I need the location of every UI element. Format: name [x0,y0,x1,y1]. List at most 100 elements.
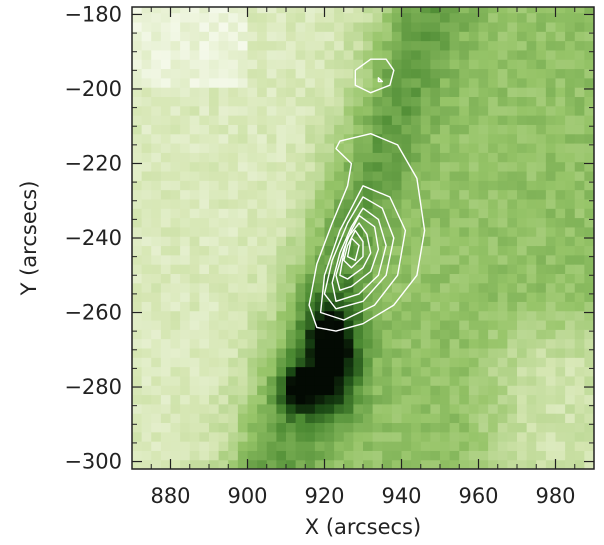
heatmap-cell [411,301,422,312]
heatmap-cell [343,68,354,79]
heatmap-cell [266,338,277,349]
heatmap-cell [401,77,412,88]
heatmap-cell [584,124,594,135]
heatmap-cell [497,87,508,98]
heatmap-cell [478,319,489,330]
heatmap-cell [478,7,489,14]
heatmap-cell [411,357,422,368]
heatmap-cell [565,208,576,219]
heatmap-cell [353,236,364,247]
heatmap-cell [170,152,181,163]
heatmap-cell [420,7,431,14]
heatmap-cell [430,105,441,116]
heatmap-cell [459,180,470,191]
heatmap-cell [132,347,143,358]
heatmap-cell [353,254,364,265]
heatmap-cell [247,459,258,469]
heatmap-cell [449,77,460,88]
heatmap-cell [497,59,508,70]
heatmap-cell [151,254,162,265]
heatmap-cell [459,152,470,163]
heatmap-cell [574,319,585,330]
heatmap-cell [430,40,441,51]
heatmap-cell [189,59,200,70]
heatmap-cell [170,189,181,200]
heatmap-cell [382,366,393,377]
heatmap-cell [170,292,181,302]
heatmap-cell [286,142,297,153]
heatmap-cell [151,329,162,340]
heatmap-cell [209,292,220,302]
heatmap-cell [151,180,162,191]
heatmap-cell [151,310,162,321]
heatmap-cell [286,21,297,32]
heatmap-cell [228,347,239,358]
heatmap-cell [141,161,152,172]
heatmap-cell [228,161,239,172]
heatmap-cell [536,292,547,302]
heatmap-cell [343,115,354,125]
heatmap-cell [132,394,143,405]
heatmap-cell [478,189,489,200]
heatmap-cell [286,273,297,284]
heatmap-cell [132,115,143,125]
heatmap-cell [574,422,585,433]
heatmap-cell [237,245,249,256]
heatmap-cell [440,133,451,144]
heatmap-cell [343,413,354,424]
heatmap-cell [237,49,249,60]
heatmap-cell [218,329,229,340]
heatmap-cell [459,329,470,340]
heatmap-cell [343,375,354,386]
heatmap-cell [555,245,566,256]
heatmap-cell [517,292,528,302]
heatmap-cell [488,236,499,247]
heatmap-cell [295,459,306,469]
heatmap-cell [257,87,268,98]
heatmap-cell [526,385,537,396]
heatmap-cell [574,21,585,32]
heatmap-cell [440,161,451,172]
heatmap-cell [420,273,431,284]
heatmap-cell [497,338,508,349]
heatmap-cell [497,115,508,125]
heatmap-cell [199,77,210,88]
heatmap-cell [209,115,220,125]
heatmap-cell [555,59,566,70]
heatmap-cell [160,77,172,88]
heatmap-cell [276,87,287,98]
heatmap-cell [266,310,277,321]
heatmap-cell [334,133,345,144]
heatmap-cell [411,329,422,340]
heatmap-cell [343,217,354,228]
heatmap-cell [266,245,277,256]
heatmap-cell [180,198,191,209]
heatmap-cell [132,254,143,265]
heatmap-cell [411,403,422,414]
heatmap-cell [266,282,277,293]
heatmap-cell [228,68,239,79]
heatmap-cell [218,450,229,461]
heatmap-cell [420,329,431,340]
heatmap-cell [334,236,345,247]
heatmap-cell [382,59,393,70]
heatmap-cell [305,319,316,330]
heatmap-cell [276,375,287,386]
heatmap-cell [401,142,412,153]
heatmap-cell [411,459,422,469]
heatmap-cell [488,180,499,191]
heatmap-cell [401,49,412,60]
heatmap-cell [459,459,470,469]
heatmap-cell [170,12,181,23]
heatmap-cell [401,292,412,302]
heatmap-cell [237,226,249,237]
heatmap-cell [382,40,393,51]
heatmap-cell [353,12,364,23]
heatmap-cell [170,49,181,60]
heatmap-cell [295,208,306,219]
heatmap-cell [440,301,451,312]
heatmap-cell [420,21,431,32]
heatmap-cell [132,180,143,191]
heatmap-cell [151,198,162,209]
heatmap-cell [372,170,383,181]
